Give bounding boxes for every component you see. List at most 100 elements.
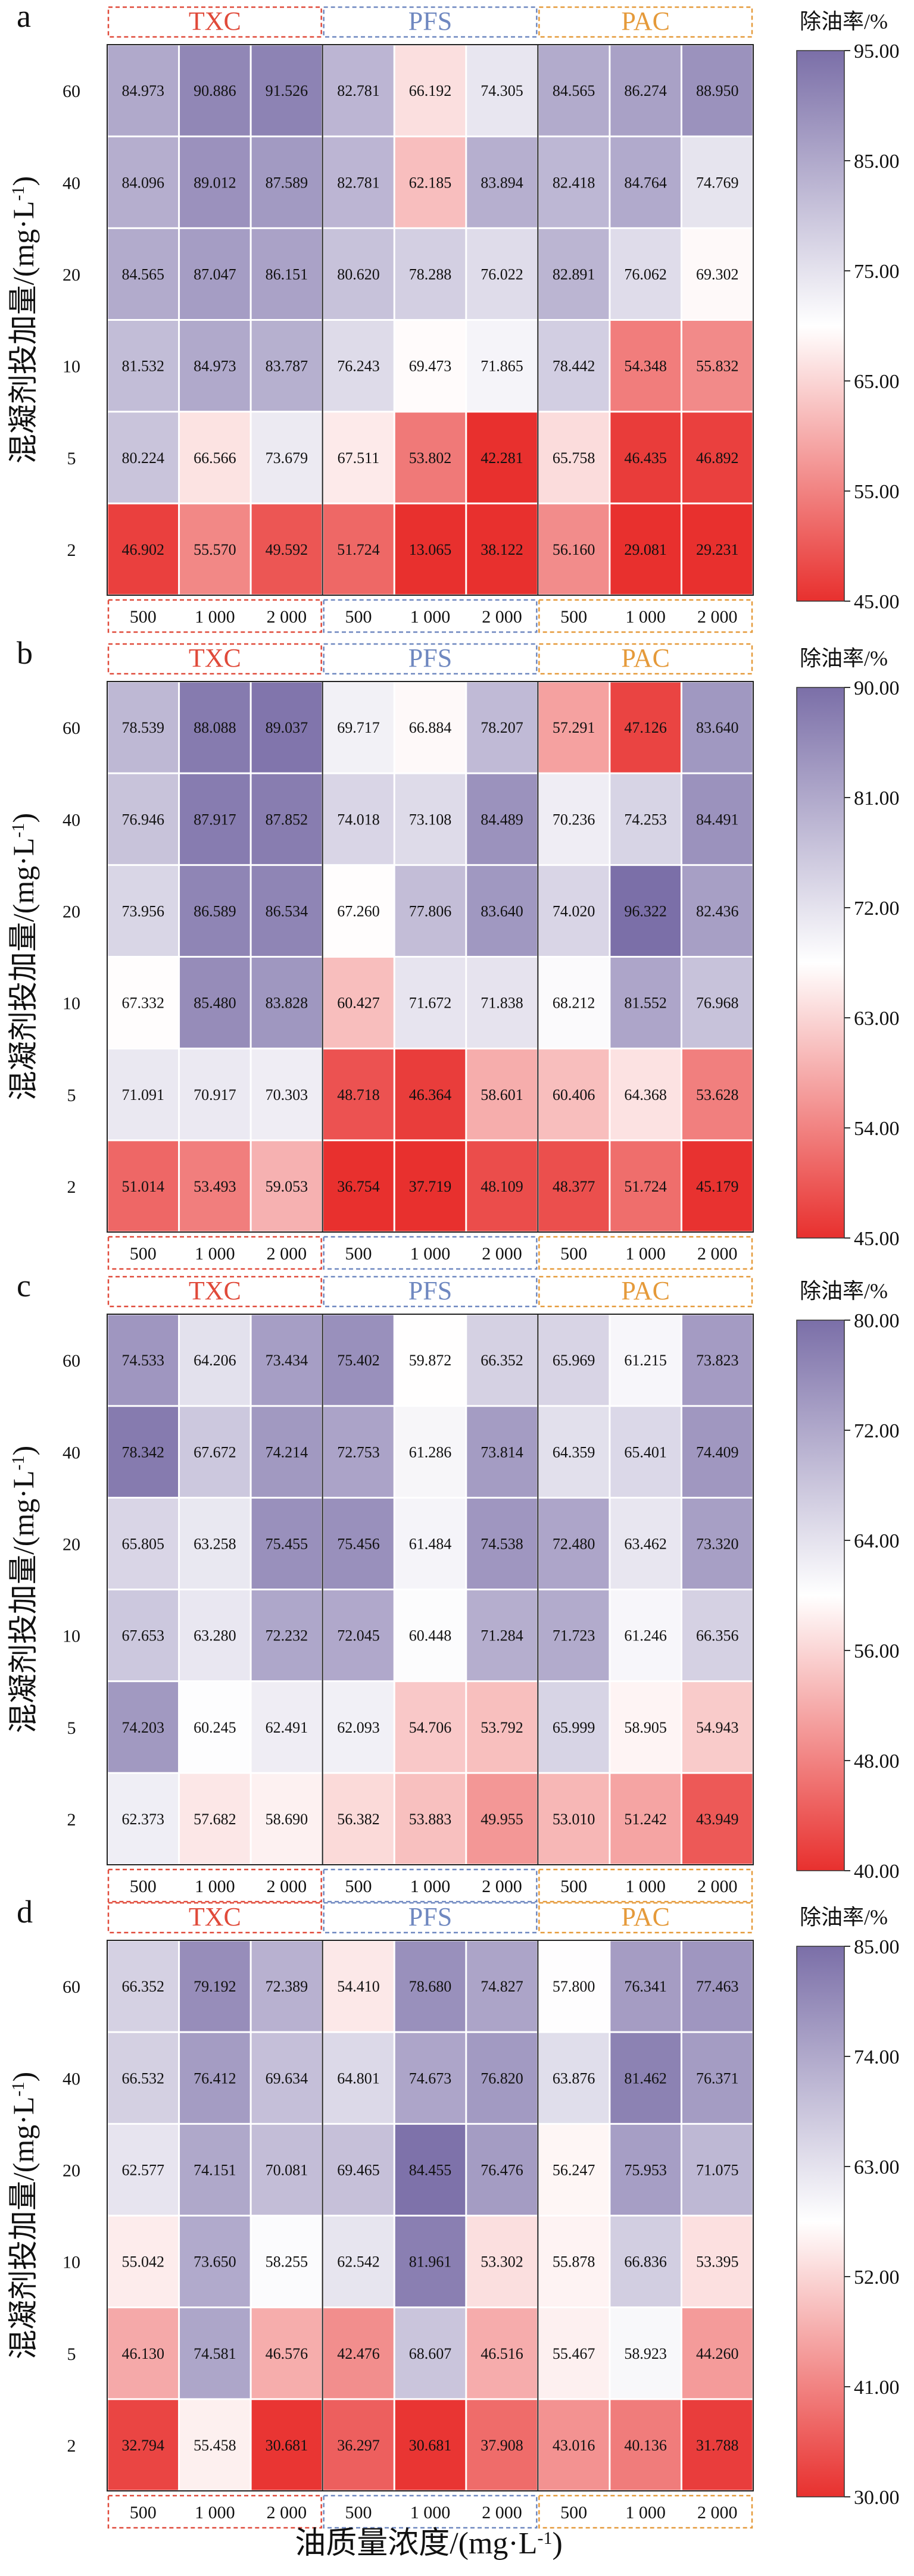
cell-value: 46.902 xyxy=(122,541,165,558)
cell-value: 69.465 xyxy=(337,2161,380,2178)
x-tick-label: 1 000 xyxy=(195,1877,235,1896)
y-tick-label: 40 xyxy=(63,173,80,193)
group-label-pfs: PFS xyxy=(408,1276,452,1305)
group-footer-box xyxy=(323,599,538,633)
x-tick-label: 2 000 xyxy=(267,1877,307,1896)
heatmap-cell xyxy=(251,865,322,956)
heatmap-cell xyxy=(682,1049,753,1140)
cell-value: 66.566 xyxy=(194,449,236,467)
cell-value: 70.917 xyxy=(194,1086,236,1103)
group-footer-box xyxy=(107,599,322,633)
cell-value: 82.891 xyxy=(553,265,595,283)
heatmap-cell xyxy=(108,2217,179,2307)
group-label-pac: PAC xyxy=(621,7,670,36)
heatmap-cell xyxy=(108,2308,179,2399)
y-tick-label: 10 xyxy=(63,357,80,377)
heatmap-cell xyxy=(323,2124,394,2215)
x-tick-label: 2 000 xyxy=(482,2503,522,2522)
cell-value: 45.179 xyxy=(696,1178,739,1195)
cell-value: 74.253 xyxy=(624,811,667,828)
heatmap-cell xyxy=(538,1941,609,2031)
heatmap-cell xyxy=(682,2033,753,2123)
heatmap-cell xyxy=(395,1941,466,2031)
cell-value: 78.680 xyxy=(409,1978,452,1995)
heatmap-cell xyxy=(395,45,466,136)
heatmap-cell xyxy=(467,2400,537,2490)
cell-value: 51.242 xyxy=(624,1811,667,1828)
grid-frame xyxy=(107,44,754,596)
heatmap-cell xyxy=(682,1941,753,2031)
heatmap-cell xyxy=(467,321,537,411)
heatmap-cell xyxy=(180,2124,250,2215)
x-tick-label: 1 000 xyxy=(410,2503,451,2522)
colorbar xyxy=(796,1320,845,1871)
heatmap-cell xyxy=(467,1682,537,1772)
cell-value: 57.800 xyxy=(553,1978,595,1995)
colorbar-tick-label: 45.00 xyxy=(854,1228,900,1250)
x-tick-label: 500 xyxy=(130,1244,157,1264)
heatmap-cell xyxy=(180,321,250,411)
heatmap-cell xyxy=(180,958,250,1048)
panel-d: d TXC PFS PAC 66.352 79.192 72.389 54.410 78.680… xyxy=(7,1894,900,2529)
heatmap-cell xyxy=(467,1141,537,1231)
cell-value: 37.719 xyxy=(409,1178,452,1195)
x-tick-label: 2 000 xyxy=(482,1877,522,1896)
cell-value: 67.511 xyxy=(338,449,380,467)
heatmap-cell xyxy=(467,2124,537,2215)
cell-value: 63.280 xyxy=(194,1627,236,1645)
heatmap-cell xyxy=(323,865,394,956)
x-tick-label: 2 000 xyxy=(697,1877,738,1896)
cell-value: 53.883 xyxy=(409,1811,452,1828)
cell-value: 76.022 xyxy=(481,265,523,283)
cell-value: 84.973 xyxy=(194,358,236,375)
cell-value: 69.717 xyxy=(337,719,380,736)
cell-value: 58.923 xyxy=(624,2345,667,2362)
cell-value: 81.532 xyxy=(122,358,165,375)
heatmap-cell xyxy=(467,1049,537,1140)
heatmap-cell xyxy=(251,2033,322,2123)
x-tick-label: 1 000 xyxy=(625,1244,666,1264)
cell-value: 75.456 xyxy=(337,1535,380,1552)
cell-value: 74.409 xyxy=(696,1443,739,1461)
heatmap-cell xyxy=(108,412,179,503)
cell-value: 78.288 xyxy=(409,265,452,283)
heatmap-cell xyxy=(395,1774,466,1864)
cell-value: 75.402 xyxy=(337,1352,380,1369)
colorbar-tick-label: 40.00 xyxy=(854,1861,900,1883)
heatmap-cell xyxy=(395,865,466,956)
heatmap-cell xyxy=(610,229,681,319)
colorbar-tick-label: 63.00 xyxy=(854,2156,900,2178)
y-tick-label: 20 xyxy=(63,265,80,285)
cell-value: 62.373 xyxy=(122,1811,165,1828)
y-axis-label-end: ) xyxy=(7,813,40,823)
cell-value: 77.806 xyxy=(409,902,452,920)
y-tick-label: 5 xyxy=(67,2344,76,2364)
heatmap-cell xyxy=(251,1498,322,1589)
cell-value: 53.493 xyxy=(194,1178,236,1195)
cell-value: 73.108 xyxy=(409,811,452,828)
cell-value: 85.480 xyxy=(194,995,236,1012)
heatmap-cell xyxy=(180,1590,250,1681)
cell-value: 53.302 xyxy=(481,2253,523,2271)
cell-value: 66.836 xyxy=(624,2253,667,2271)
heatmap-cell xyxy=(323,2400,394,2490)
heatmap-cell xyxy=(108,321,179,411)
cell-value: 78.539 xyxy=(122,719,165,736)
cell-value: 58.905 xyxy=(624,1719,667,1736)
cell-value: 32.794 xyxy=(122,2437,165,2454)
heatmap-cell xyxy=(251,137,322,227)
cell-value: 72.753 xyxy=(337,1443,380,1461)
cell-value: 71.865 xyxy=(481,358,523,375)
cell-value: 69.473 xyxy=(409,358,452,375)
cell-value: 76.946 xyxy=(122,811,165,828)
cell-value: 82.781 xyxy=(337,82,380,99)
group-label-txc: TXC xyxy=(189,7,241,36)
heatmap-cell xyxy=(251,1774,322,1864)
heatmap-cell xyxy=(251,321,322,411)
heatmap-cell xyxy=(538,1774,609,1864)
group-label-pac: PAC xyxy=(621,1902,670,1931)
x-tick-label: 2 000 xyxy=(482,1244,522,1264)
y-axis-label: 混凝剂投加量/(mg·L-1) xyxy=(7,176,40,464)
cell-value: 36.754 xyxy=(337,1178,380,1195)
